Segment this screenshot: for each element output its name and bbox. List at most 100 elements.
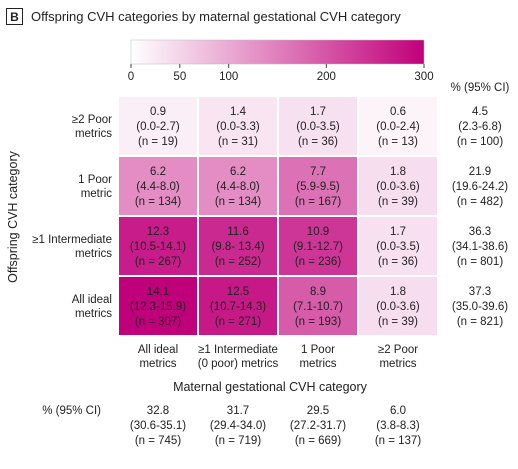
cell-ci: (5.9-9.5) <box>296 181 340 193</box>
cell-percent: 11.6 <box>227 226 249 238</box>
cell-n: (n = 39) <box>378 316 418 328</box>
colorbar-tick-label: 0 <box>128 71 134 83</box>
cell-n: (n = 134) <box>215 196 262 208</box>
heatmap-grid: 0.9 (0.0-2.7) (n = 19) 1.4 (0.0-3.3) (n = 31)… <box>117 95 439 337</box>
panel-title: Offspring CVH categories by maternal ges… <box>31 8 401 24</box>
column-labels: All ideal metrics ≥1 Intermediate (0 poor) … <box>138 344 418 370</box>
cell-percent: 1.8 <box>390 286 406 298</box>
column-total-ci: (27.2-31.7) <box>290 420 346 432</box>
heatmap-cell <box>357 155 439 217</box>
heatmap-cell <box>117 275 199 337</box>
column-total-percent: 31.7 <box>227 405 249 417</box>
cell-n: (n = 36) <box>298 136 338 148</box>
column-total-percent: 6.0 <box>390 405 406 417</box>
heatmap-cell <box>117 215 199 277</box>
cell-n: (n = 267) <box>135 256 182 268</box>
row-label: ≥2 Poor <box>72 114 112 126</box>
cell-percent: 1.4 <box>230 106 247 118</box>
heatmap-cell <box>197 215 279 277</box>
row-total-ci: (19.6-24.2) <box>452 181 508 193</box>
row-labels: ≥2 Poor metrics 1 Poor metric ≥1 Intermediat… <box>32 114 112 320</box>
row-total-n: (n = 801) <box>457 256 504 268</box>
cell-percent: 8.9 <box>310 286 326 298</box>
cell-ci: (0.0-3.6) <box>376 181 420 193</box>
cell-ci: (0.0-2.7) <box>136 121 180 133</box>
heatmap-cell <box>357 95 439 157</box>
row-total-ci: (35.0-39.6) <box>452 301 508 313</box>
column-label: 1 Poor <box>301 344 335 356</box>
column-label: metrics <box>139 358 176 370</box>
column-totals-header: % (95% CI) <box>42 405 101 417</box>
colorbar-tick-label: 100 <box>219 71 238 83</box>
row-totals-header: % (95% CI) <box>451 82 510 94</box>
column-total-ci: (3.8-8.3) <box>376 420 420 432</box>
cell-ci: (4.4-8.0) <box>136 181 180 193</box>
column-label: ≥1 Intermediate <box>198 344 278 356</box>
row-label: All ideal <box>72 294 112 306</box>
row-label: metrics <box>75 128 112 140</box>
row-totals: 4.5 (2.3-6.8) (n = 100) 21.9 (19.6-24.2) (n =… <box>452 106 508 328</box>
cell-ci: (0.0-3.5) <box>296 121 340 133</box>
column-label: ≥2 Poor <box>378 344 418 356</box>
row-label: metrics <box>75 248 112 260</box>
colorbar-tick-label: 300 <box>414 71 433 83</box>
cell-percent: 12.5 <box>227 286 249 298</box>
heatmap-cell <box>277 215 359 277</box>
cell-percent: 14.1 <box>147 286 169 298</box>
cell-percent: 6.2 <box>230 166 246 178</box>
column-label: (0 poor) metrics <box>198 358 279 370</box>
panel-badge: B <box>6 7 23 25</box>
cell-n: (n = 307) <box>135 316 182 328</box>
cell-ci: (10.7-14.3) <box>210 301 266 313</box>
row-total-ci: (2.3-6.8) <box>458 121 502 133</box>
column-label: metrics <box>379 358 416 370</box>
colorbar-tick-label: 200 <box>317 71 336 83</box>
row-label: metrics <box>75 308 112 320</box>
row-total-n: (n = 482) <box>457 196 504 208</box>
cell-percent: 1.8 <box>390 166 406 178</box>
row-total-percent: 21.9 <box>469 166 491 178</box>
cell-n: (n = 36) <box>378 256 418 268</box>
cell-ci: (0.0-3.5) <box>376 241 420 253</box>
column-label: metrics <box>299 358 336 370</box>
cell-ci: (9.8- 13.4) <box>211 241 264 253</box>
cell-ci: (4.4-8.0) <box>216 181 260 193</box>
cell-n: (n = 19) <box>138 136 178 148</box>
row-label: ≥1 Intermediate <box>32 234 112 246</box>
row-label: 1 Poor <box>78 174 112 186</box>
cell-ci: (9.1-12.7) <box>293 241 343 253</box>
cell-n: (n = 31) <box>218 136 258 148</box>
column-totals: 32.8 (30.6-35.1) (n = 745) 31.7 (29.4-34.0) (… <box>130 405 421 447</box>
colorbar-tick-label: 50 <box>173 71 186 83</box>
row-total-percent: 4.5 <box>472 106 488 118</box>
colorbar <box>130 39 425 65</box>
cell-n: (n = 134) <box>135 196 182 208</box>
column-total-percent: 29.5 <box>307 405 329 417</box>
row-total-percent: 36.3 <box>469 226 491 238</box>
cell-n: (n = 193) <box>295 316 342 328</box>
cell-percent: 6.2 <box>150 166 166 178</box>
heatmap-cell <box>117 155 199 217</box>
column-total-ci: (30.6-35.1) <box>130 420 186 432</box>
cell-percent: 10.9 <box>307 226 329 238</box>
heatmap-cell <box>357 275 439 337</box>
row-total-n: (n = 821) <box>457 316 504 328</box>
cell-percent: 12.3 <box>147 226 169 238</box>
cell-ci: (0.0-3.6) <box>376 301 420 313</box>
cell-ci: (0.0-3.3) <box>216 121 260 133</box>
column-total-percent: 32.8 <box>147 405 169 417</box>
cell-percent: 0.6 <box>390 106 406 118</box>
cell-ci: (7.1-10.7) <box>293 301 343 313</box>
column-label: All ideal <box>138 344 178 356</box>
cell-ci: (12.3-15.9) <box>130 301 186 313</box>
cell-n: (n = 236) <box>295 256 342 268</box>
cell-n: (n = 167) <box>295 196 342 208</box>
heatmap-cell <box>197 95 279 157</box>
cell-n: (n = 252) <box>215 256 262 268</box>
y-axis-label: Offspring CVH category <box>6 150 20 283</box>
column-total-n: (n = 137) <box>375 435 422 447</box>
colorbar-ticks: 0 50 100 200 300 <box>128 64 434 83</box>
cell-n: (n = 39) <box>378 196 418 208</box>
column-total-n: (n = 669) <box>295 435 342 447</box>
